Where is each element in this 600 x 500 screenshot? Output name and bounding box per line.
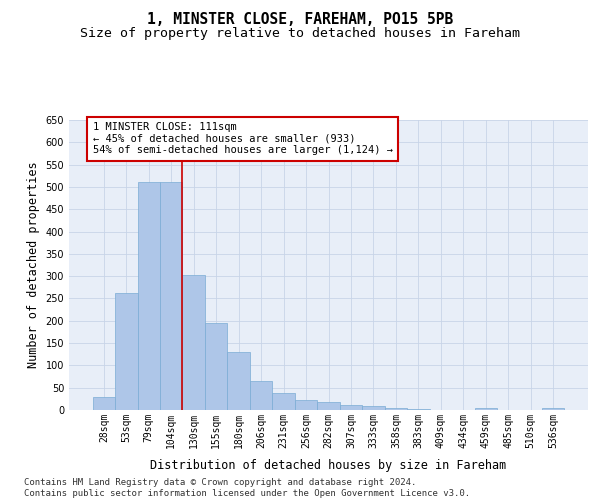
Bar <box>115 292 137 410</box>
Bar <box>182 276 205 410</box>
Bar <box>385 408 407 410</box>
X-axis label: Distribution of detached houses by size in Fareham: Distribution of detached houses by size … <box>151 459 506 472</box>
Bar <box>272 393 295 410</box>
Bar <box>227 352 250 410</box>
Bar <box>317 402 340 410</box>
Bar <box>137 182 160 410</box>
Y-axis label: Number of detached properties: Number of detached properties <box>27 162 40 368</box>
Text: 1 MINSTER CLOSE: 111sqm
← 45% of detached houses are smaller (933)
54% of semi-d: 1 MINSTER CLOSE: 111sqm ← 45% of detache… <box>92 122 392 156</box>
Text: Contains HM Land Registry data © Crown copyright and database right 2024.
Contai: Contains HM Land Registry data © Crown c… <box>24 478 470 498</box>
Bar <box>542 408 565 410</box>
Bar <box>340 405 362 410</box>
Text: Size of property relative to detached houses in Fareham: Size of property relative to detached ho… <box>80 28 520 40</box>
Bar <box>160 182 182 410</box>
Bar <box>295 400 317 410</box>
Bar <box>250 381 272 410</box>
Bar <box>475 408 497 410</box>
Text: 1, MINSTER CLOSE, FAREHAM, PO15 5PB: 1, MINSTER CLOSE, FAREHAM, PO15 5PB <box>147 12 453 28</box>
Bar <box>205 322 227 410</box>
Bar <box>407 409 430 410</box>
Bar <box>362 406 385 410</box>
Bar <box>92 396 115 410</box>
